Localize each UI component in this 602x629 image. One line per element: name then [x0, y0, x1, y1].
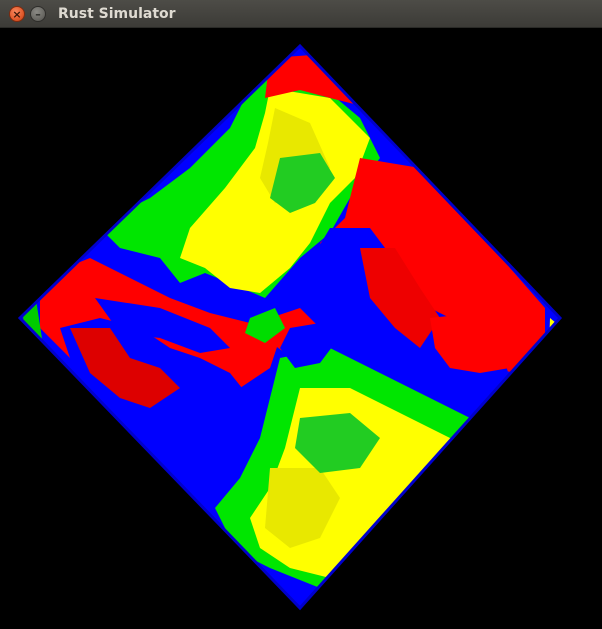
simulation-render: [0, 28, 602, 629]
region-center-green: [245, 308, 285, 343]
minimize-icon: –: [35, 7, 41, 21]
region-green-top-inner: [270, 153, 335, 213]
region-yellow-bottom-2: [265, 468, 340, 548]
region-blue-left-bars: [95, 298, 230, 353]
region-red-left-bars: [70, 328, 180, 408]
minimize-button[interactable]: –: [30, 6, 46, 22]
region-red-right-inner: [360, 248, 440, 348]
title-bar[interactable]: × – Rust Simulator: [0, 0, 602, 28]
region-red-right-bars: [430, 308, 530, 373]
simulation-canvas[interactable]: [0, 28, 602, 629]
close-icon: ×: [12, 7, 22, 21]
close-button[interactable]: ×: [9, 6, 25, 22]
region-green-bottom-inner: [295, 413, 380, 473]
diamond-rim: [17, 43, 563, 611]
region-center-blue: [280, 323, 335, 368]
window-title: Rust Simulator: [58, 6, 176, 22]
